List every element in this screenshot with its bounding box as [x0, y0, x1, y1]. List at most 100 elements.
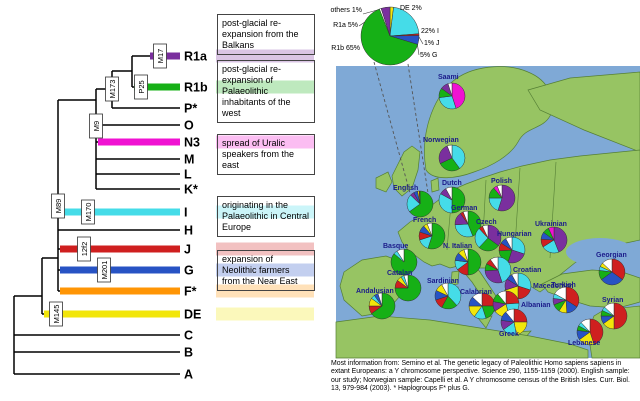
- tree-tip-label-DE: DE: [184, 308, 201, 322]
- population-label: Catalan: [387, 270, 412, 277]
- pie-Czech-slice-others: [482, 224, 489, 239]
- pie-Dutch-slice-others: [445, 186, 453, 201]
- pie-N-Italian-slice-others: [463, 248, 469, 263]
- summary-pie-pointer-lines: [373, 61, 429, 194]
- mutation-marker-box: [105, 76, 119, 102]
- population-label: Macedonian: [533, 283, 573, 290]
- mutation-marker-box: [77, 236, 91, 262]
- pie-Saami-slice-N3: [451, 82, 466, 109]
- population-label: Czech: [476, 219, 497, 226]
- summary-pie-label: R1a 5%: [333, 22, 358, 29]
- land-corsica: [450, 270, 460, 286]
- pie-English-slice-J: [418, 190, 421, 205]
- tree-tip-label-J: J: [184, 243, 191, 257]
- pie-Lebanese-slice-J: [589, 318, 604, 345]
- mutation-marker-box: [89, 113, 103, 139]
- pie-Syrian-slice-J: [613, 302, 628, 330]
- population-label: Dutch: [442, 180, 462, 187]
- annotation-band-G: [216, 263, 314, 277]
- tree-tip-label-F*: F*: [184, 285, 197, 299]
- pie-Ukrainian-slice-R1a: [553, 226, 568, 253]
- pie-Croatian-slice-I: [497, 256, 512, 283]
- pie-N-Italian-slice-R1b: [467, 248, 482, 276]
- summary-pie-label: 5% G: [420, 52, 438, 59]
- pie-Albanian-slice-others: [497, 290, 507, 305]
- population-label: Lebanese: [568, 340, 600, 347]
- land-britain: [391, 145, 421, 197]
- tree-tip-label-I: I: [184, 206, 187, 220]
- population-label: Albanian: [521, 302, 551, 309]
- pie-Dutch-slice-I: [438, 193, 453, 214]
- branch-bar-G: [60, 266, 180, 274]
- mutation-marker-label: 12f2: [80, 242, 89, 257]
- mutation-marker-label: M9: [92, 121, 101, 131]
- pie-Dutch-slice-R1b: [451, 186, 466, 214]
- population-label: Andalusian: [356, 288, 394, 295]
- population-label: Hungarian: [497, 231, 532, 238]
- annotation-band-J: [216, 242, 314, 256]
- annotation-box-neolithic: expansion of Neolithic farmers from the …: [217, 250, 315, 291]
- pie-Catalan-slice-others: [403, 274, 409, 289]
- pie-Polish-slice-others: [496, 184, 503, 199]
- mutation-marker-label: M170: [84, 203, 93, 222]
- population-label: Georgian: [596, 252, 627, 259]
- black-sea: [566, 238, 634, 266]
- branch-bar-I: [60, 208, 180, 216]
- tree-tip-label-H: H: [184, 224, 193, 238]
- land-levant: [587, 305, 640, 359]
- summary-pie-slice-I: [389, 6, 420, 37]
- summary-pie-label: DE 2%: [400, 5, 422, 12]
- mutation-marker-box: [134, 74, 148, 100]
- mutation-marker-label: M89: [54, 199, 63, 214]
- tree-tip-label-A: A: [184, 368, 193, 382]
- annotation-band-R1a: [216, 49, 314, 63]
- pie-Saami-slice-others: [447, 82, 453, 97]
- annotation-band-I: [216, 205, 314, 219]
- population-label: Polish: [491, 178, 512, 185]
- annotation-text: expansion of Neolithic farmers from the …: [222, 254, 298, 286]
- pie-Georgian-slice-G: [601, 271, 623, 286]
- population-label: Calabrian: [460, 289, 492, 296]
- tree-tip-label-R1b: R1b: [184, 81, 208, 95]
- land-north-africa: [335, 315, 589, 359]
- population-label: N. Italian: [443, 243, 472, 250]
- population-label: Saami: [438, 74, 459, 81]
- summary-pie-label: 1% J: [424, 40, 440, 47]
- pie-Turkish-slice-others: [554, 286, 567, 301]
- mutation-marker-label: M145: [52, 305, 61, 324]
- pie-English-slice-R1b: [409, 190, 434, 218]
- annotation-box-balkans: post-glacial re-expansion from the Balka…: [217, 14, 315, 55]
- tree-labels-and-markers: M17 P25 M173 M9 M170 M89 12f2 M201 M145 R1a R1b P* O…: [44, 43, 208, 382]
- branch-bar-N3: [98, 138, 180, 146]
- pie-Ukrainian-slice-N3: [548, 226, 555, 241]
- pie-Georgian-slice-J: [611, 258, 626, 280]
- summary-pie-label: others 1%: [330, 7, 362, 14]
- mutation-marker-box: [49, 301, 63, 327]
- tree-tip-label-M: M: [184, 153, 194, 167]
- mutation-marker-box: [81, 199, 95, 225]
- tree-tip-label-O: O: [184, 119, 194, 133]
- pie-French-slice-others: [426, 222, 433, 237]
- pie-Sardinian-slice-I: [447, 282, 462, 306]
- figure-caption: Most information from: Semino et al. The…: [331, 360, 630, 392]
- country-borders: [446, 161, 557, 259]
- annotation-box-west: post-glacial re-expansion of Palaeolithi…: [217, 60, 315, 123]
- tree-tip-label-B: B: [184, 346, 193, 360]
- mutation-marker-box: [51, 193, 65, 219]
- tree-tip-label-L: L: [184, 168, 192, 182]
- pie-Norwegian-slice-I: [451, 144, 466, 169]
- population-label: Norwegian: [423, 137, 459, 144]
- pie-Macedonian-slice-I: [517, 272, 532, 291]
- summary-pie-label: 22% I: [421, 28, 439, 35]
- population-label: Greek: [499, 331, 519, 338]
- pie-Lebanese-slice-others: [580, 318, 591, 333]
- population-label: Ukrainian: [535, 221, 567, 228]
- pie-Norwegian-slice-others: [446, 144, 453, 159]
- pie-Andalusian-slice-others: [377, 292, 383, 307]
- summary-pie-slice-R1b: [360, 8, 419, 66]
- pie-Basque-slice-others: [396, 248, 405, 263]
- annotation-band-R1b: [216, 80, 314, 94]
- pie-Georgian-slice-others: [602, 258, 613, 273]
- tree-tip-label-G: G: [184, 264, 194, 278]
- branch-bar-DE: [44, 310, 180, 318]
